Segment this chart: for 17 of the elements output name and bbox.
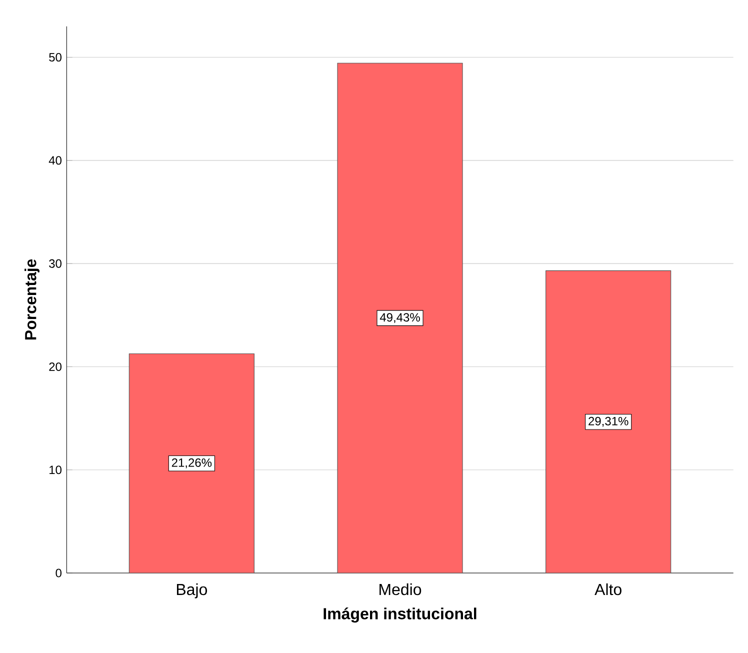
y-tick-label: 10	[50, 466, 62, 474]
y-tick-label: 0	[56, 568, 62, 578]
x-tick-label: Alto	[594, 583, 622, 596]
y-tick-label: 40	[48, 156, 62, 165]
x-axis-title: Imágen institucional	[324, 607, 476, 623]
y-axis-title: Porcentaje	[24, 259, 40, 340]
y-tick-label: 20	[49, 362, 62, 371]
data-label: 29,31%	[588, 416, 628, 427]
data-label: 21,26%	[172, 458, 212, 468]
bar	[128, 353, 254, 573]
x-tick-label: Medio	[380, 583, 422, 596]
bar	[337, 62, 463, 573]
y-tick-label: 50	[49, 53, 62, 62]
bar	[546, 270, 672, 573]
x-tick-label: Bajo	[176, 583, 207, 598]
y-tick-label: 30	[49, 259, 62, 268]
data-label: 49,43%	[380, 313, 420, 324]
